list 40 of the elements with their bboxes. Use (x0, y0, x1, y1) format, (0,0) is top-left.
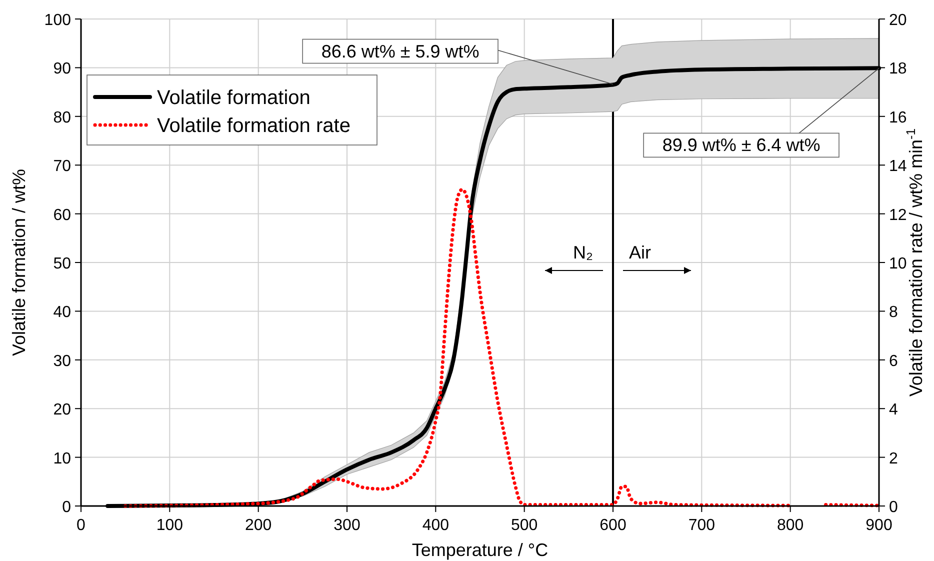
y2-tick-label: 14 (889, 158, 907, 176)
y-tick-label: 0 (62, 499, 72, 516)
x-axis-title: Temperature / °C (412, 540, 548, 560)
y-tick-label: 60 (53, 206, 72, 224)
x-tick-label: 700 (688, 517, 716, 534)
x-tick-label: 0 (76, 517, 86, 534)
x-tick-label: 400 (422, 517, 450, 534)
y-tick-label: 40 (53, 304, 72, 322)
annotation: Air (629, 242, 652, 262)
y2-tick-label: 4 (889, 402, 898, 419)
y-tick-label: 100 (44, 12, 72, 29)
y2-tick-label: 12 (889, 206, 907, 224)
y-tick-label: 20 (53, 402, 72, 419)
y2-tick-label: 2 (889, 450, 898, 468)
annotation: N₂ (573, 242, 593, 262)
x-tick-label: 600 (600, 517, 626, 534)
y-axis-title: Volatile formation / wt% (9, 168, 29, 356)
legend-label: Volatile formation (157, 87, 310, 109)
y-tick-label: 50 (53, 256, 72, 272)
legend-label: Volatile formation rate (157, 115, 350, 137)
y-tick-label: 80 (53, 109, 72, 126)
x-tick-label: 100 (156, 517, 184, 534)
y2-tick-label: 10 (889, 256, 907, 272)
y-tick-label: 70 (53, 158, 72, 176)
x-tick-label: 900 (866, 517, 892, 534)
x-tick-label: 800 (776, 517, 804, 534)
y2-tick-label: 20 (889, 12, 907, 29)
x-tick-label: 200 (244, 517, 272, 534)
y2-tick-label: 18 (889, 60, 907, 78)
y-tick-label: 10 (53, 450, 72, 468)
y2-tick-label: 0 (889, 499, 898, 516)
x-tick-label: 500 (510, 517, 538, 534)
y-tick-label: 30 (53, 352, 72, 370)
y-tick-label: 90 (53, 60, 72, 78)
y2-tick-label: 16 (889, 109, 907, 126)
x-tick-label: 300 (334, 517, 360, 534)
y2-tick-label: 8 (889, 304, 898, 322)
y2-tick-label: 6 (889, 352, 898, 370)
annotation: 89.9 wt% ± 6.4 wt% (662, 135, 820, 156)
annotation: 86.6 wt% ± 5.9 wt% (321, 41, 480, 62)
